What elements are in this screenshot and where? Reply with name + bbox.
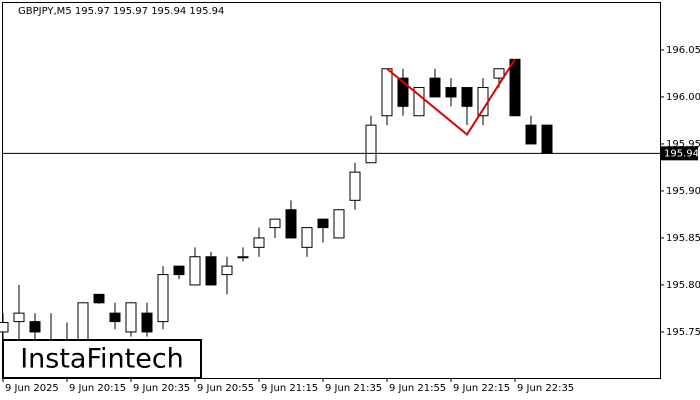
candle-body [77,302,89,342]
x-tick-label: 9 Jun 22:15 [453,383,510,394]
candle-body [429,77,441,98]
candle-body [525,124,537,145]
candle-body [445,87,457,98]
y-tick-label: 195.85 [666,233,700,244]
y-tick-label: 196.05 [666,45,700,56]
candle-body [13,312,25,323]
candle-body [189,256,201,286]
candle-body [285,209,297,239]
x-tick-label: 9 Jun 20:15 [69,383,126,394]
candle-body [477,87,489,117]
candle-body [221,265,233,276]
x-tick-label: 9 Jun 22:35 [517,383,574,394]
candle-body [333,209,345,239]
y-tick-label: 195.95 [666,139,700,150]
candle-body [269,218,281,229]
x-tick-label: 9 Jun 20:35 [133,383,190,394]
candle-body [413,87,425,117]
x-tick-label: 9 Jun 21:55 [389,383,446,394]
candle-body [93,293,105,304]
x-tick-label: 9 Jun 20:55 [197,383,254,394]
logo: InstaFintech [20,344,184,375]
candle-body [461,87,473,107]
y-tick-label: 195.80 [666,280,700,291]
candle-body [301,227,313,248]
candle-body [205,256,217,286]
x-tick-label: 9 Jun 21:15 [261,383,318,394]
chart-title: GBPJPY,M5 195.97 195.97 195.94 195.94 [18,6,224,17]
y-tick-label: 195.90 [666,186,700,197]
current-price-label: 195.94 [664,148,699,159]
pattern-line [386,58,516,137]
y-tick-label: 195.75 [666,327,700,338]
x-tick-label: 9 Jun 2025 [5,383,59,394]
y-tick-label: 196.00 [666,92,700,103]
candle-body [141,312,153,333]
candle-body [109,312,121,323]
candle-body [493,68,505,79]
candle-body [381,68,393,117]
x-tick-label: 9 Jun 21:35 [325,383,382,394]
candle-body [157,274,169,323]
candle-body [317,218,329,229]
candle-body [29,321,41,333]
candle-body [125,302,137,333]
candle-body [253,237,265,248]
candle-body [397,77,409,107]
candle-body [365,124,377,164]
plot-frame [2,2,661,379]
logo-box [2,339,202,379]
candle-body [0,322,9,333]
candle-body [173,265,185,276]
candle-body [237,256,249,259]
candle-body [509,58,521,117]
candle-body [541,124,553,154]
candle-body [349,171,361,201]
current-price-box [661,146,698,161]
